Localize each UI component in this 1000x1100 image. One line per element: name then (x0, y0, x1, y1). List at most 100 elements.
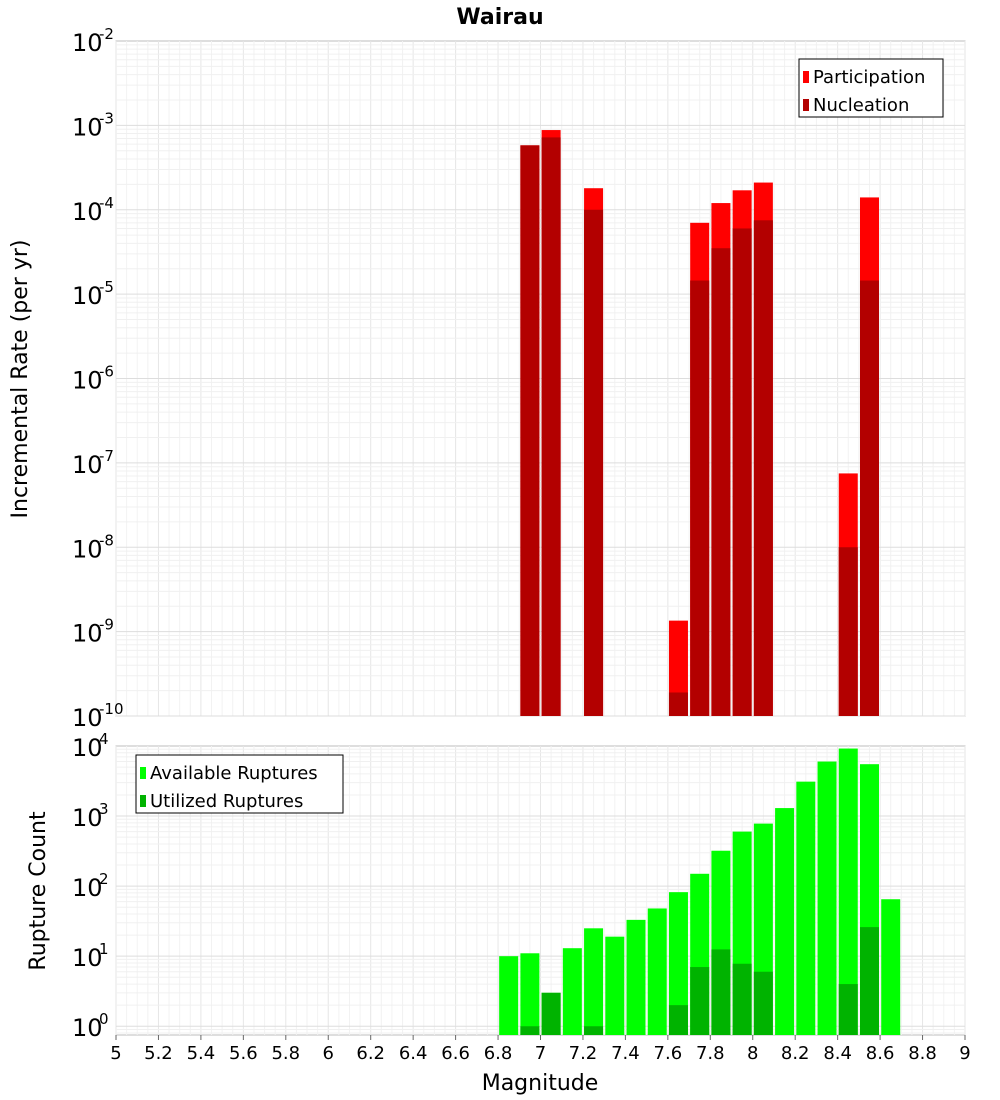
y-tick-exponent: -9 (99, 616, 114, 634)
y-tick-exponent: -7 (99, 447, 114, 465)
bottom-y-axis-label: Rupture Count (26, 811, 51, 971)
y-tick-exponent: -8 (99, 531, 114, 549)
bar-utilized-ruptures (520, 1026, 540, 1035)
y-tick-label: 10 (72, 113, 103, 141)
legend-label: Nucleation (813, 95, 909, 116)
y-tick-exponent: -4 (99, 194, 114, 212)
x-tick-label: 6.6 (441, 1043, 470, 1064)
legend-swatch (140, 795, 146, 807)
chart-title: Wairau (456, 5, 543, 30)
x-ticks: 5 5.2 5.4 5.6 5.8 6 6.2 6.4 6.6 6.8 7 7.2 7.4 7.6 7.8 8… (110, 1035, 971, 1064)
y-tick-label: 10 (72, 874, 103, 902)
top-y-ticks: 10-210-310-410-510-610-710-810-910-10 (72, 25, 124, 732)
legend-swatch (803, 71, 809, 83)
top-legend: Participation Nucleation (798, 58, 944, 118)
y-tick-exponent: 4 (99, 730, 109, 748)
y-tick-label: 10 (72, 198, 103, 226)
bar-nucleation (732, 228, 752, 716)
y-tick-exponent: -2 (99, 25, 114, 43)
bar-nucleation (859, 280, 879, 716)
legend-label: Available Ruptures (150, 763, 318, 784)
x-tick-label: 5.6 (229, 1043, 258, 1064)
x-tick-label: 7 (535, 1043, 546, 1064)
x-tick-label: 5.2 (144, 1043, 173, 1064)
bar-utilized-ruptures (753, 971, 773, 1035)
x-axis-label: Magnitude (482, 1071, 599, 1096)
x-tick-label: 7.6 (654, 1043, 683, 1064)
legend-box (798, 58, 944, 118)
y-tick-exponent: 3 (99, 800, 109, 818)
legend-swatch (803, 99, 809, 111)
bar-available-ruptures (775, 808, 795, 1035)
y-tick-label: 10 (72, 367, 103, 395)
bar-utilized-ruptures (541, 992, 561, 1035)
bottom-bars (499, 748, 901, 1035)
y-tick-exponent: -6 (99, 363, 114, 381)
x-tick-label: 9 (959, 1043, 970, 1064)
x-tick-label: 5.8 (271, 1043, 300, 1064)
bar-available-ruptures (562, 948, 582, 1035)
bar-nucleation (690, 280, 710, 716)
x-tick-label: 5.4 (187, 1043, 216, 1064)
bar-nucleation (541, 137, 561, 716)
bar-nucleation (668, 692, 688, 716)
bar-utilized-ruptures (668, 1005, 688, 1035)
bar-nucleation (838, 547, 858, 716)
legend-label: Utilized Ruptures (150, 791, 303, 812)
bar-available-ruptures (817, 761, 837, 1035)
bar-utilized-ruptures (838, 984, 858, 1035)
x-tick-label: 5 (110, 1043, 121, 1064)
bar-available-ruptures (584, 928, 604, 1035)
bar-available-ruptures (647, 908, 667, 1035)
top-bars (520, 130, 879, 717)
y-tick-label: 10 (72, 535, 103, 563)
bar-nucleation (584, 209, 604, 716)
y-tick-label: 10 (72, 704, 103, 732)
y-tick-label: 10 (72, 734, 103, 762)
x-tick-label: 8.8 (908, 1043, 937, 1064)
bar-nucleation (711, 248, 731, 717)
legend-swatch (140, 767, 146, 779)
bar-available-ruptures (520, 953, 540, 1035)
x-tick-label: 7.4 (611, 1043, 640, 1064)
bottom-legend: Available Ruptures Utilized Ruptures (135, 754, 344, 814)
x-tick-label: 7.2 (569, 1043, 598, 1064)
y-tick-label: 10 (72, 804, 103, 832)
y-tick-label: 10 (72, 282, 103, 310)
bar-utilized-ruptures (711, 949, 731, 1035)
y-tick-label: 10 (72, 29, 103, 57)
y-tick-exponent: 0 (99, 1010, 109, 1028)
bar-available-ruptures (796, 781, 816, 1035)
x-tick-label: 8 (747, 1043, 758, 1064)
y-tick-label: 10 (72, 620, 103, 648)
bar-available-ruptures (838, 748, 858, 1035)
y-tick-label: 10 (72, 1014, 103, 1042)
top-grid (115, 41, 966, 717)
x-tick-label: 6.2 (356, 1043, 385, 1064)
bar-nucleation (753, 220, 773, 717)
y-tick-exponent: 1 (99, 940, 109, 958)
y-tick-exponent: -10 (99, 700, 124, 718)
x-tick-label: 6.4 (399, 1043, 428, 1064)
y-tick-label: 10 (72, 944, 103, 972)
y-tick-exponent: -5 (99, 278, 114, 296)
bar-utilized-ruptures (584, 1026, 604, 1035)
legend-label: Participation (813, 67, 925, 88)
top-y-axis-label: Incremental Rate (per yr) (8, 240, 33, 519)
bar-participation (668, 620, 688, 716)
y-tick-exponent: 2 (99, 870, 109, 888)
x-tick-label: 7.8 (696, 1043, 725, 1064)
x-tick-label: 8.4 (823, 1043, 852, 1064)
legend-box (135, 754, 344, 814)
bar-available-ruptures (605, 936, 625, 1035)
bar-utilized-ruptures (690, 967, 710, 1035)
y-tick-exponent: -3 (99, 109, 114, 127)
bar-utilized-ruptures (859, 927, 879, 1035)
bar-nucleation (520, 145, 540, 717)
x-tick-label: 8.6 (866, 1043, 895, 1064)
bar-available-ruptures (881, 899, 901, 1035)
x-tick-label: 6.8 (484, 1043, 513, 1064)
bar-utilized-ruptures (732, 963, 752, 1035)
